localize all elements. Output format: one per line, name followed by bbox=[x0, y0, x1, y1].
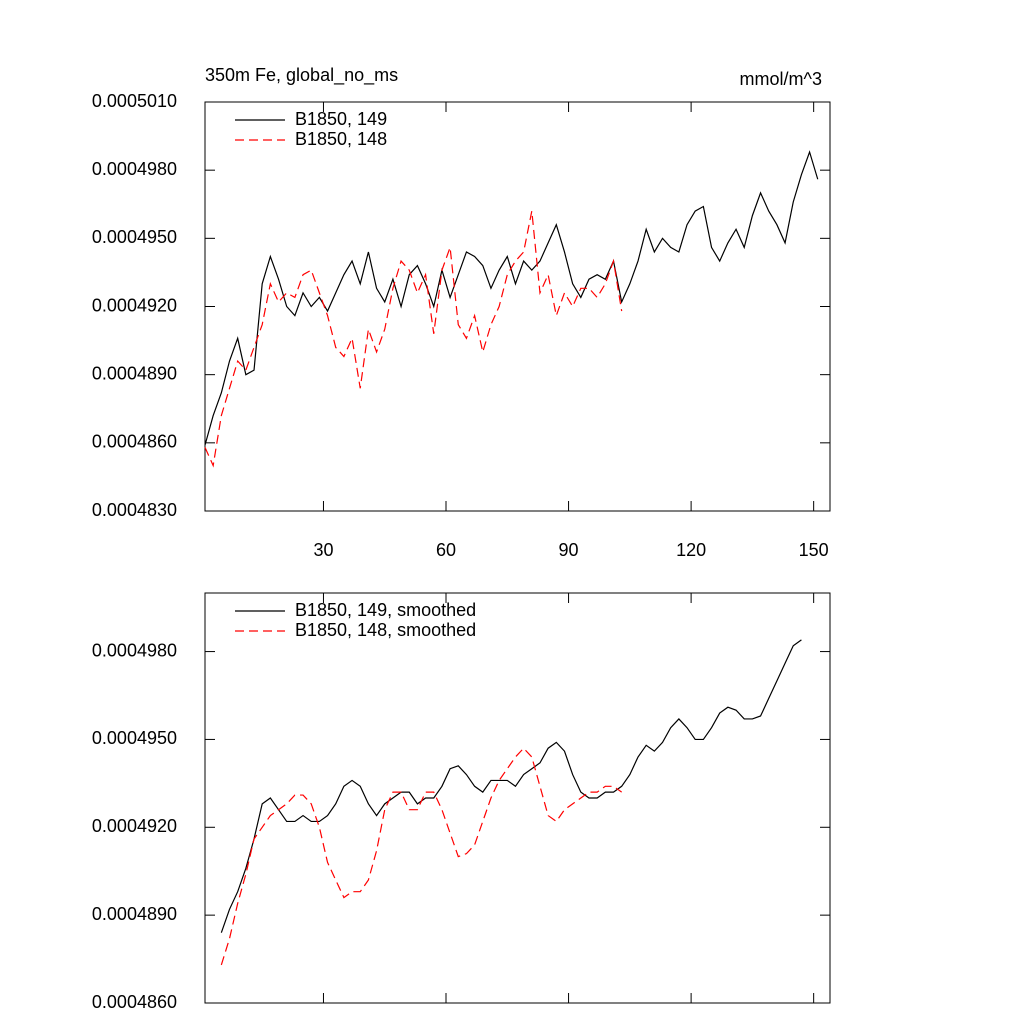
y-tick-label: 0.0004890 bbox=[92, 904, 177, 924]
y-tick-label: 0.0005010 bbox=[92, 91, 177, 111]
y-tick-label: 0.0004890 bbox=[92, 363, 177, 383]
legend-label: B1850, 148, smoothed bbox=[295, 620, 476, 640]
chart-title: 350m Fe, global_no_ms bbox=[205, 65, 398, 86]
y-tick-label: 0.0004980 bbox=[92, 159, 177, 179]
y-tick-label: 0.0004920 bbox=[92, 295, 177, 315]
y-tick-label: 0.0004950 bbox=[92, 227, 177, 247]
legend-label: B1850, 149, smoothed bbox=[295, 600, 476, 620]
series-line bbox=[204, 210, 623, 468]
y-tick-label: 0.0004950 bbox=[92, 728, 177, 748]
plot-frame bbox=[204, 592, 831, 1004]
y-tick-label: 0.0004830 bbox=[92, 500, 177, 520]
x-tick-label: 60 bbox=[436, 540, 456, 560]
series-line bbox=[220, 639, 802, 933]
y-tick-label: 0.0004860 bbox=[92, 992, 177, 1012]
x-tick-label: 90 bbox=[559, 540, 579, 560]
y-tick-label: 0.0004920 bbox=[92, 816, 177, 836]
units-label: mmol/m^3 bbox=[740, 69, 822, 89]
x-tick-label: 150 bbox=[799, 540, 829, 560]
y-tick-label: 0.0004860 bbox=[92, 432, 177, 452]
legend-label: B1850, 149 bbox=[295, 109, 387, 129]
x-tick-label: 120 bbox=[676, 540, 706, 560]
legend-label: B1850, 148 bbox=[295, 129, 387, 149]
series-line bbox=[220, 747, 623, 966]
y-tick-label: 0.0004980 bbox=[92, 640, 177, 660]
x-tick-label: 30 bbox=[313, 540, 333, 560]
series-line bbox=[204, 150, 819, 446]
